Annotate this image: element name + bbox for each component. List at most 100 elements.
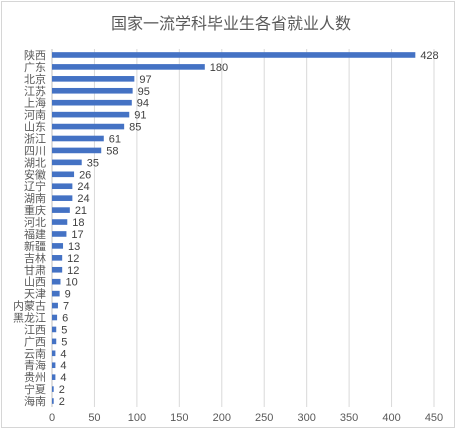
bar (52, 207, 70, 213)
bar (52, 338, 57, 345)
x-tick-label: 50 (88, 412, 100, 424)
bar (52, 52, 416, 58)
category-label: 江西 (24, 323, 46, 336)
data-label: 61 (109, 134, 121, 146)
category-label: 上海 (24, 96, 46, 110)
data-label: 85 (129, 122, 141, 134)
bar (52, 171, 75, 178)
category-labels: 陕西广东北京江苏上海河南山东浙江四川湖北安徽辽宁湖南重庆河北福建新疆吉林甘肃山西… (13, 48, 46, 408)
category-label: 海南 (24, 394, 46, 408)
chart-title: 国家一流学科毕业生各省就业人数 (111, 14, 351, 33)
data-label: 26 (79, 169, 91, 181)
bar (52, 326, 57, 333)
data-label: 7 (63, 301, 69, 313)
category-label: 宁夏 (24, 382, 46, 396)
bar (52, 290, 60, 297)
bar (52, 231, 67, 237)
data-label: 5 (61, 324, 67, 336)
bar (52, 255, 63, 261)
data-label: 17 (71, 229, 83, 241)
category-label: 湖北 (24, 156, 46, 169)
data-label: 9 (65, 289, 71, 301)
category-label: 湖南 (24, 192, 46, 205)
category-label: 内蒙古 (13, 299, 46, 313)
category-label: 青海 (24, 358, 46, 372)
data-label: 2 (59, 396, 65, 408)
x-tick-label: 450 (425, 412, 443, 424)
bar (52, 147, 102, 154)
category-label: 河北 (24, 216, 46, 229)
data-label: 4 (60, 360, 66, 372)
x-tick-label: 100 (128, 412, 146, 424)
bar (52, 362, 56, 369)
bar (52, 123, 125, 130)
data-label: 4 (60, 348, 66, 360)
bar (52, 87, 133, 94)
data-label: 180 (210, 62, 228, 74)
bar (52, 159, 82, 166)
data-label: 24 (77, 181, 89, 193)
data-label: 13 (68, 241, 80, 253)
data-label: 12 (67, 253, 79, 265)
category-label: 重庆 (24, 203, 46, 217)
bar (52, 314, 58, 321)
data-label: 2 (59, 384, 65, 396)
category-label: 吉林 (24, 251, 46, 265)
bar (52, 243, 64, 249)
category-label: 贵州 (24, 371, 46, 384)
data-label: 12 (67, 265, 79, 277)
category-label: 四川 (24, 144, 46, 157)
bar (52, 374, 56, 380)
data-label: 4 (60, 372, 66, 384)
bar (52, 195, 73, 201)
bar (52, 183, 73, 190)
category-label: 广东 (24, 61, 46, 74)
data-label: 35 (87, 157, 99, 169)
x-tick-label: 200 (213, 412, 231, 424)
data-label: 10 (65, 277, 77, 289)
category-label: 黑龙江 (13, 312, 46, 325)
category-label: 陕西 (24, 48, 46, 62)
bar (52, 278, 61, 285)
data-label: 97 (139, 74, 151, 86)
category-label: 北京 (24, 72, 46, 86)
bar (52, 398, 54, 404)
category-label: 浙江 (24, 133, 46, 146)
data-label: 21 (75, 205, 87, 217)
x-tick-label: 0 (49, 412, 55, 424)
category-label: 云南 (24, 347, 46, 360)
bar (52, 111, 130, 118)
data-label: 428 (420, 50, 438, 62)
category-label: 甘肃 (24, 264, 46, 277)
category-label: 广西 (24, 335, 46, 348)
bars: 4281809795949185615835262424211817131212… (52, 50, 439, 408)
x-tick-label: 150 (170, 412, 188, 424)
data-label: 91 (134, 110, 146, 122)
bar (52, 135, 104, 142)
category-label: 天津 (24, 288, 46, 301)
category-label: 江苏 (24, 85, 46, 98)
category-label: 辽宁 (24, 179, 46, 193)
category-label: 安徽 (24, 167, 46, 181)
data-label: 18 (72, 217, 84, 229)
data-label: 94 (137, 98, 149, 110)
category-label: 河南 (24, 109, 46, 122)
x-tick-label: 250 (255, 412, 273, 424)
category-label: 福建 (24, 227, 46, 241)
x-tick-label: 400 (382, 412, 400, 424)
data-label: 6 (62, 313, 68, 325)
category-label: 山东 (24, 121, 46, 134)
data-label: 95 (138, 86, 150, 98)
x-tick-label: 300 (297, 412, 315, 424)
bar (52, 76, 135, 82)
category-label: 山西 (24, 276, 46, 289)
bar (52, 302, 58, 309)
data-label: 58 (106, 145, 118, 157)
category-label: 新疆 (24, 239, 46, 253)
bar (52, 266, 63, 273)
x-tick-label: 350 (340, 412, 358, 424)
bar (52, 219, 68, 225)
bar (52, 386, 54, 392)
